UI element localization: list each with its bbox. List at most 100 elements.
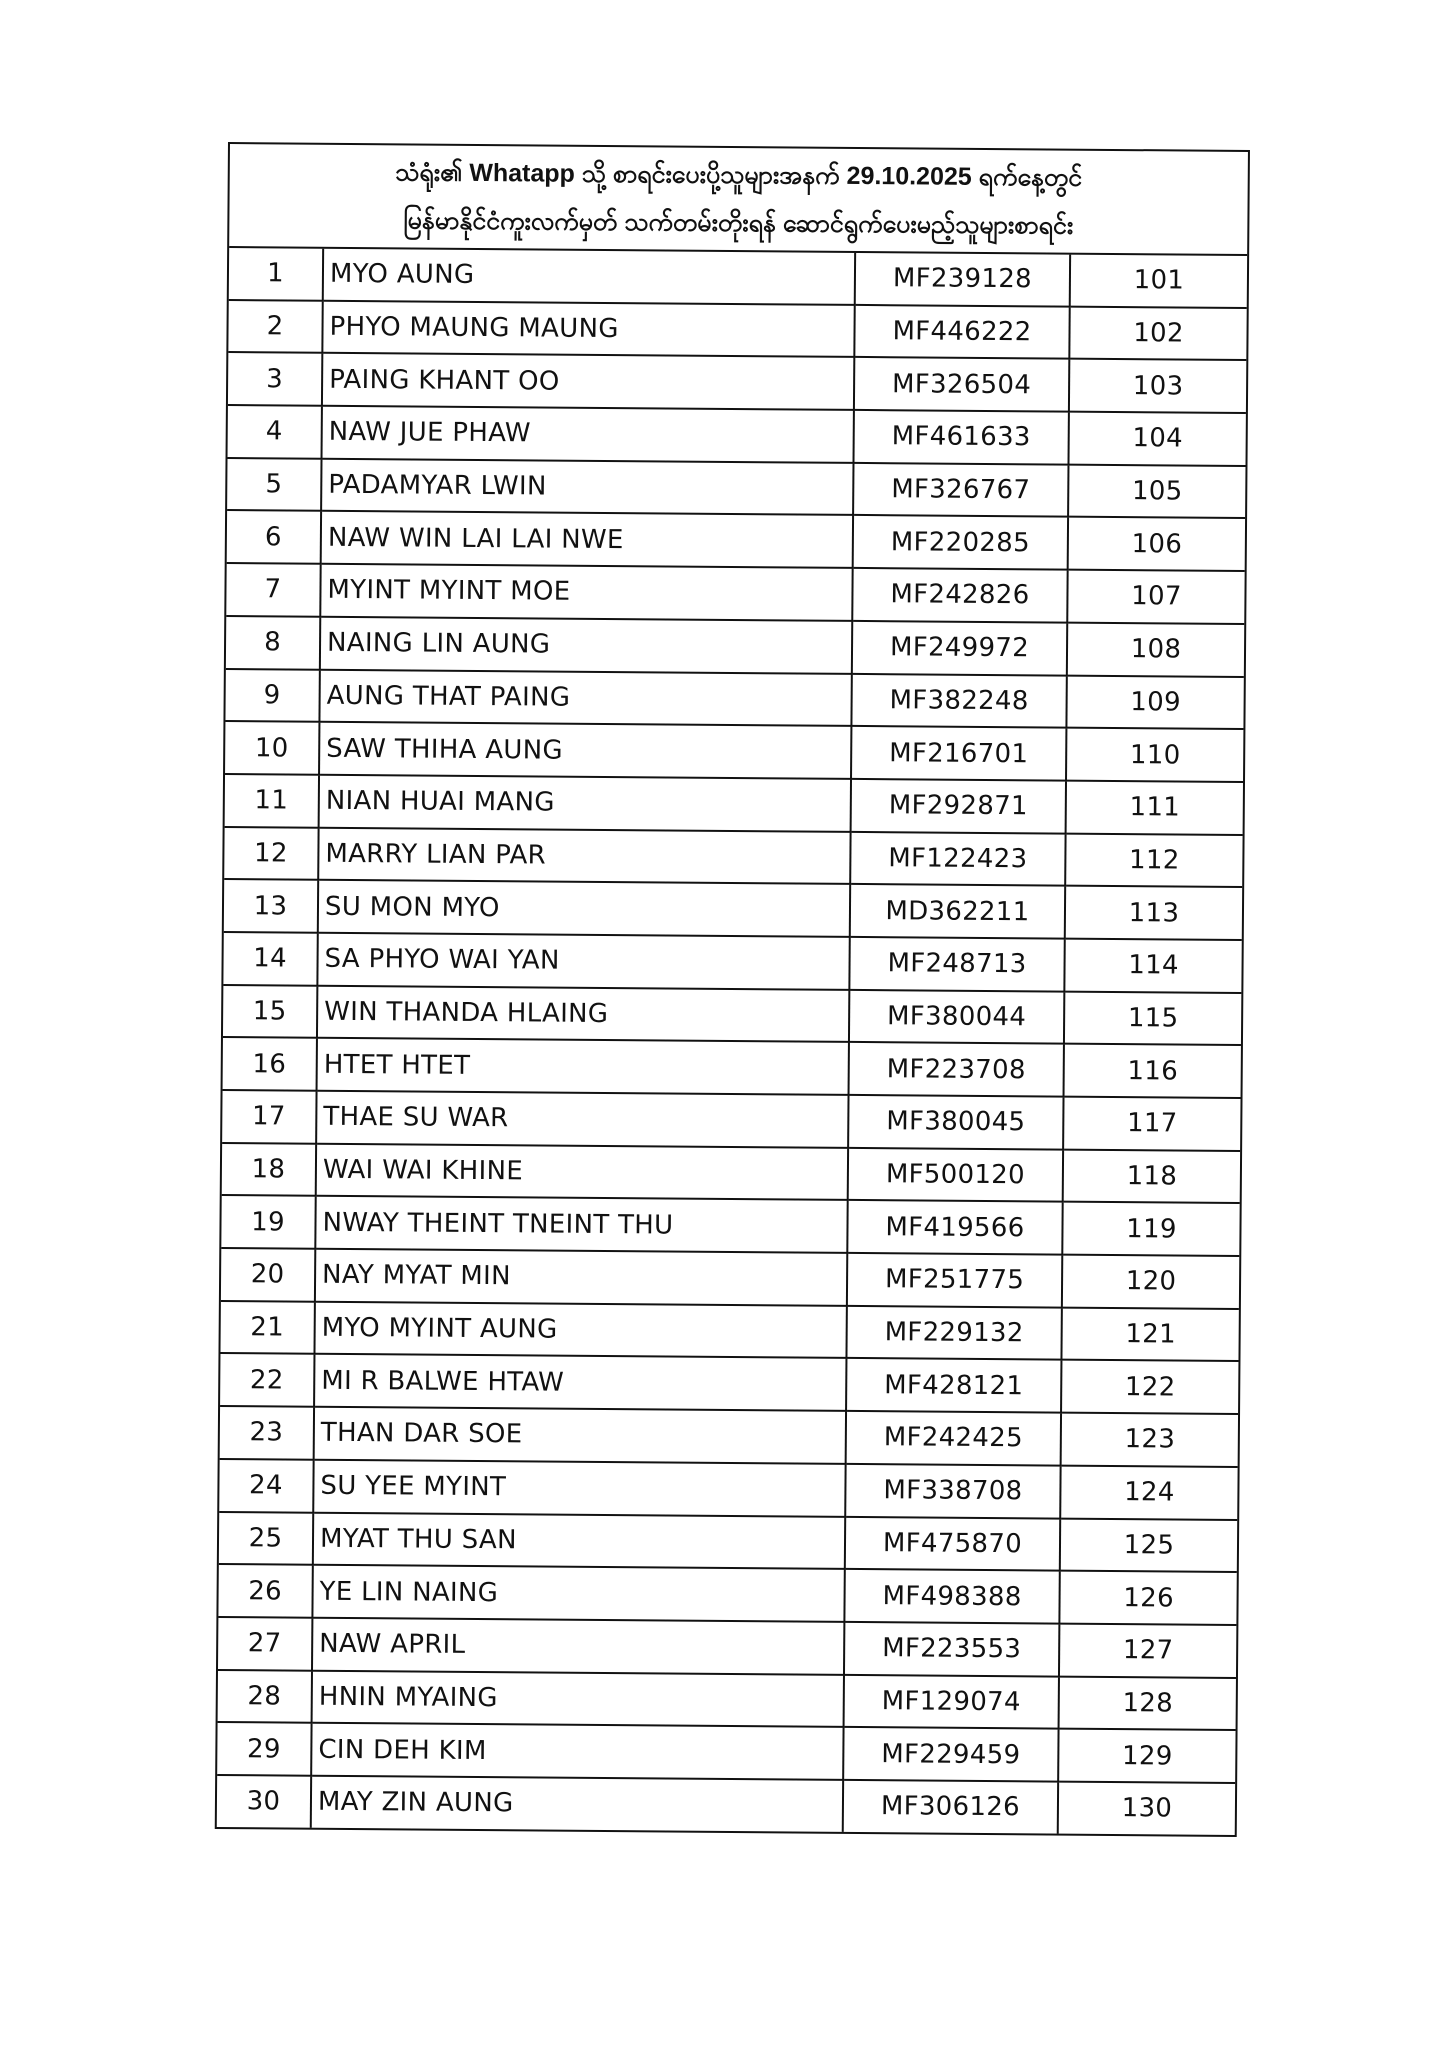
row-number: 1 [228, 248, 324, 301]
passport-number: MF380045 [848, 1094, 1064, 1150]
table-row: 16 HTET HTET MF223708 116 [222, 1037, 1241, 1098]
queue-number: 105 [1068, 464, 1246, 519]
table-row: 30 MAY ZIN AUNG MF306126 130 [216, 1774, 1236, 1835]
table-row: 23 THAN DAR SOE MF242425 123 [219, 1406, 1239, 1467]
passport-number: MF498388 [844, 1569, 1060, 1624]
queue-number: 113 [1064, 885, 1243, 940]
table-row: 27 NAW APRIL MF223553 127 [218, 1616, 1237, 1678]
person-name: HTET HTET [316, 1038, 849, 1095]
passport-number: MF220285 [852, 515, 1069, 570]
row-number: 21 [220, 1300, 315, 1355]
person-name: NAW JUE PHAW [321, 405, 854, 463]
table-row: 2 PHYO MAUNG MAUNG MF446222 102 [228, 299, 1247, 361]
person-name: MARRY LIAN PAR [318, 827, 851, 885]
person-name: PHYO MAUNG MAUNG [322, 300, 855, 358]
passport-number: MF446222 [854, 304, 1070, 359]
passport-number: MF306126 [842, 1779, 1059, 1834]
person-name: MI R BALWE HTAW [314, 1354, 847, 1412]
row-number: 15 [222, 984, 318, 1039]
queue-number: 106 [1067, 517, 1246, 572]
row-number: 25 [218, 1511, 314, 1565]
table-row: 11 NIAN HUAI MANG MF292871 111 [224, 773, 1244, 835]
person-name: SU MON MYO [317, 879, 851, 937]
row-number: 30 [216, 1774, 312, 1828]
passport-number: MF292871 [850, 778, 1067, 834]
queue-number: 104 [1068, 411, 1246, 466]
person-name: NWAY THEINT TNEINT THU [315, 1196, 848, 1253]
passport-number: MF229132 [846, 1305, 1062, 1361]
person-name: NAING LIN AUNG [319, 616, 853, 674]
passport-number: MF249972 [851, 620, 1068, 676]
person-name: NAW WIN LAI LAI NWE [320, 511, 854, 569]
table-row: 14 SA PHYO WAI YAN MF248713 114 [223, 931, 1242, 993]
person-name: MYO MYINT AUNG [314, 1301, 847, 1359]
table-row: 3 PAING KHANT OO MF326504 103 [227, 352, 1247, 414]
queue-number: 111 [1065, 780, 1244, 835]
row-number: 23 [219, 1406, 315, 1460]
table-row: 15 WIN THANDA HLAING MF380044 115 [222, 984, 1242, 1046]
passport-number: MF129074 [843, 1674, 1059, 1729]
table-row: 28 HNIN MYAING MF129074 128 [217, 1669, 1236, 1731]
person-name: MYO AUNG [322, 248, 856, 305]
row-number: 10 [225, 721, 320, 775]
person-name: YE LIN NAING [312, 1564, 845, 1622]
queue-number: 124 [1060, 1465, 1238, 1520]
passport-number: MF216701 [851, 726, 1067, 781]
queue-number: 107 [1067, 569, 1245, 624]
passport-number: MF419566 [847, 1200, 1063, 1255]
passport-number: MF461633 [853, 409, 1069, 465]
table-row: 20 NAY MYAT MIN MF251775 120 [220, 1248, 1240, 1309]
table-row: 26 YE LIN NAING MF498388 126 [218, 1564, 1237, 1625]
person-name: HNIN MYAING [311, 1670, 844, 1728]
queue-number: 114 [1064, 938, 1242, 993]
row-number: 24 [219, 1458, 314, 1513]
passport-number: MF239128 [854, 252, 1071, 307]
table-row: 8 NAING LIN AUNG MF249972 108 [225, 615, 1245, 677]
queue-number: 117 [1063, 1096, 1241, 1151]
table-row: 1 MYO AUNG MF239128 101 [228, 248, 1248, 308]
person-name: PAING KHANT OO [321, 353, 855, 410]
row-number: 7 [226, 563, 321, 617]
queue-number: 109 [1066, 675, 1244, 730]
person-name: NIAN HUAI MANG [318, 774, 852, 832]
table-header: သံရုံး၏ Whatapp သို့ စာရင်းပေးပို့သူများ… [229, 144, 1248, 257]
passport-number: MF251775 [846, 1252, 1063, 1308]
row-number: 6 [226, 510, 322, 564]
person-name: CIN DEH KIM [311, 1722, 844, 1780]
person-name: MYINT MYINT MOE [320, 563, 853, 621]
table-row: 4 NAW JUE PHAW MF461633 104 [227, 405, 1246, 466]
row-number: 5 [227, 457, 322, 512]
queue-number: 126 [1059, 1570, 1237, 1625]
queue-number: 129 [1058, 1728, 1236, 1783]
queue-number: 116 [1063, 1043, 1241, 1098]
passport-number: MF382248 [851, 673, 1067, 728]
row-number: 3 [227, 352, 323, 406]
queue-number: 127 [1058, 1623, 1237, 1678]
row-number: 13 [223, 879, 319, 933]
queue-number: 125 [1059, 1518, 1238, 1573]
table-row: 10 SAW THIHA AUNG MF216701 110 [225, 721, 1244, 782]
row-number: 19 [221, 1195, 316, 1249]
row-number: 2 [228, 299, 323, 354]
person-name: THAN DAR SOE [313, 1406, 847, 1464]
row-number: 20 [220, 1248, 316, 1302]
table-row: 12 MARRY LIAN PAR MF122423 112 [224, 826, 1243, 888]
person-name: NAY MYAT MIN [314, 1248, 848, 1306]
passport-number: MF500120 [847, 1147, 1064, 1202]
passport-list-table: သံရုံး၏ Whatapp သို့ စာရင်းပေးပို့သူများ… [214, 142, 1250, 1837]
row-number: 29 [217, 1722, 312, 1776]
passport-number: MF242425 [845, 1411, 1062, 1466]
table-row: 17 THAE SU WAR MF380045 117 [222, 1089, 1241, 1151]
table-row: 13 SU MON MYO MD362211 113 [223, 879, 1243, 940]
title-line-2: မြန်မာနိုင်ငံကူးလက်မှတ် သက်တမ်းတိုးရန် ဆ… [403, 206, 1074, 240]
person-name: THAE SU WAR [316, 1090, 849, 1148]
table-row: 7 MYINT MYINT MOE MF242826 107 [226, 563, 1245, 624]
row-number: 22 [220, 1353, 315, 1407]
row-number: 17 [222, 1089, 317, 1144]
person-name: AUNG THAT PAING [319, 669, 852, 727]
row-number: 26 [218, 1564, 313, 1618]
person-name: PADAMYAR LWIN [321, 458, 854, 516]
queue-number: 118 [1062, 1149, 1241, 1204]
queue-number: 130 [1057, 1781, 1236, 1835]
queue-number: 115 [1063, 991, 1242, 1046]
